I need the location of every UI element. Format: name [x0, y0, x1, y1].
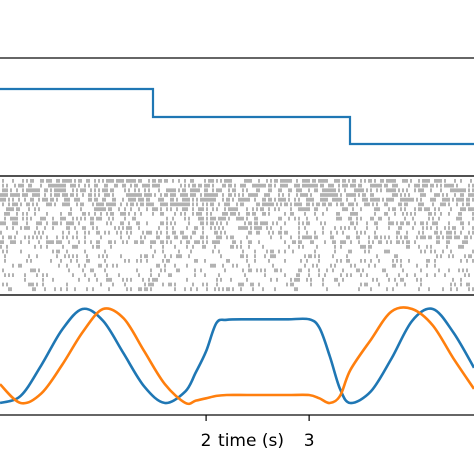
spike-raster-ticks [0, 179, 474, 292]
x-tick-label-2: 2 [201, 431, 212, 451]
oscillation-layer [0, 306, 474, 406]
x-tick-label-3: 3 [304, 431, 315, 451]
panel-3-frame [0, 294, 474, 416]
x-axis-label: time (s) [218, 431, 284, 451]
step-signal-layer [0, 87, 474, 146]
oscillation-series-2 [0, 306, 474, 406]
oscillation-series-1 [0, 307, 474, 405]
step-series-line [0, 87, 474, 146]
spike-raster-layer [0, 179, 474, 292]
